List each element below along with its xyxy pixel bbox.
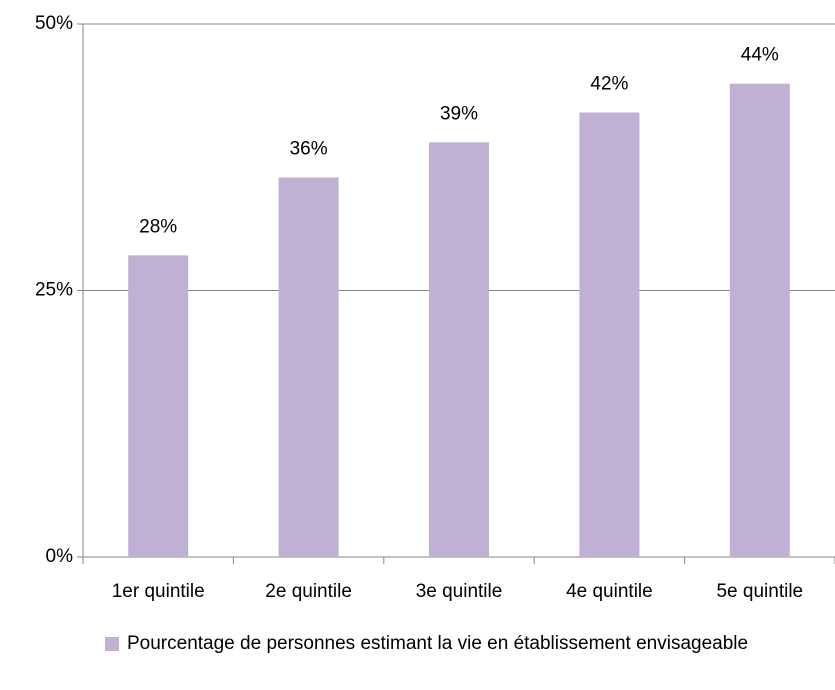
data-label: 42%: [590, 73, 628, 94]
legend-label: Pourcentage de personnes estimant la vie…: [127, 633, 749, 654]
bar: [729, 83, 790, 558]
data-label: 44%: [741, 45, 779, 66]
legend-swatch: [105, 637, 119, 651]
bar: [128, 255, 189, 557]
y-tick-label: 0%: [46, 546, 74, 567]
x-tick-label: 4e quintile: [566, 581, 653, 602]
x-tick-label: 5e quintile: [716, 581, 803, 602]
data-label: 36%: [290, 139, 328, 160]
legend: Pourcentage de personnes estimant la vie…: [105, 630, 805, 658]
x-tick-label: 3e quintile: [416, 581, 503, 602]
y-tick-label: 25%: [35, 280, 73, 301]
data-label: 28%: [139, 216, 177, 237]
y-tick-label: 50%: [35, 13, 73, 34]
data-label: 39%: [440, 103, 478, 124]
x-tick-label: 1er quintile: [112, 581, 205, 602]
bar: [579, 112, 640, 557]
bar: [429, 142, 489, 558]
x-tick-label: 2e quintile: [265, 581, 352, 602]
bar: [278, 177, 339, 557]
